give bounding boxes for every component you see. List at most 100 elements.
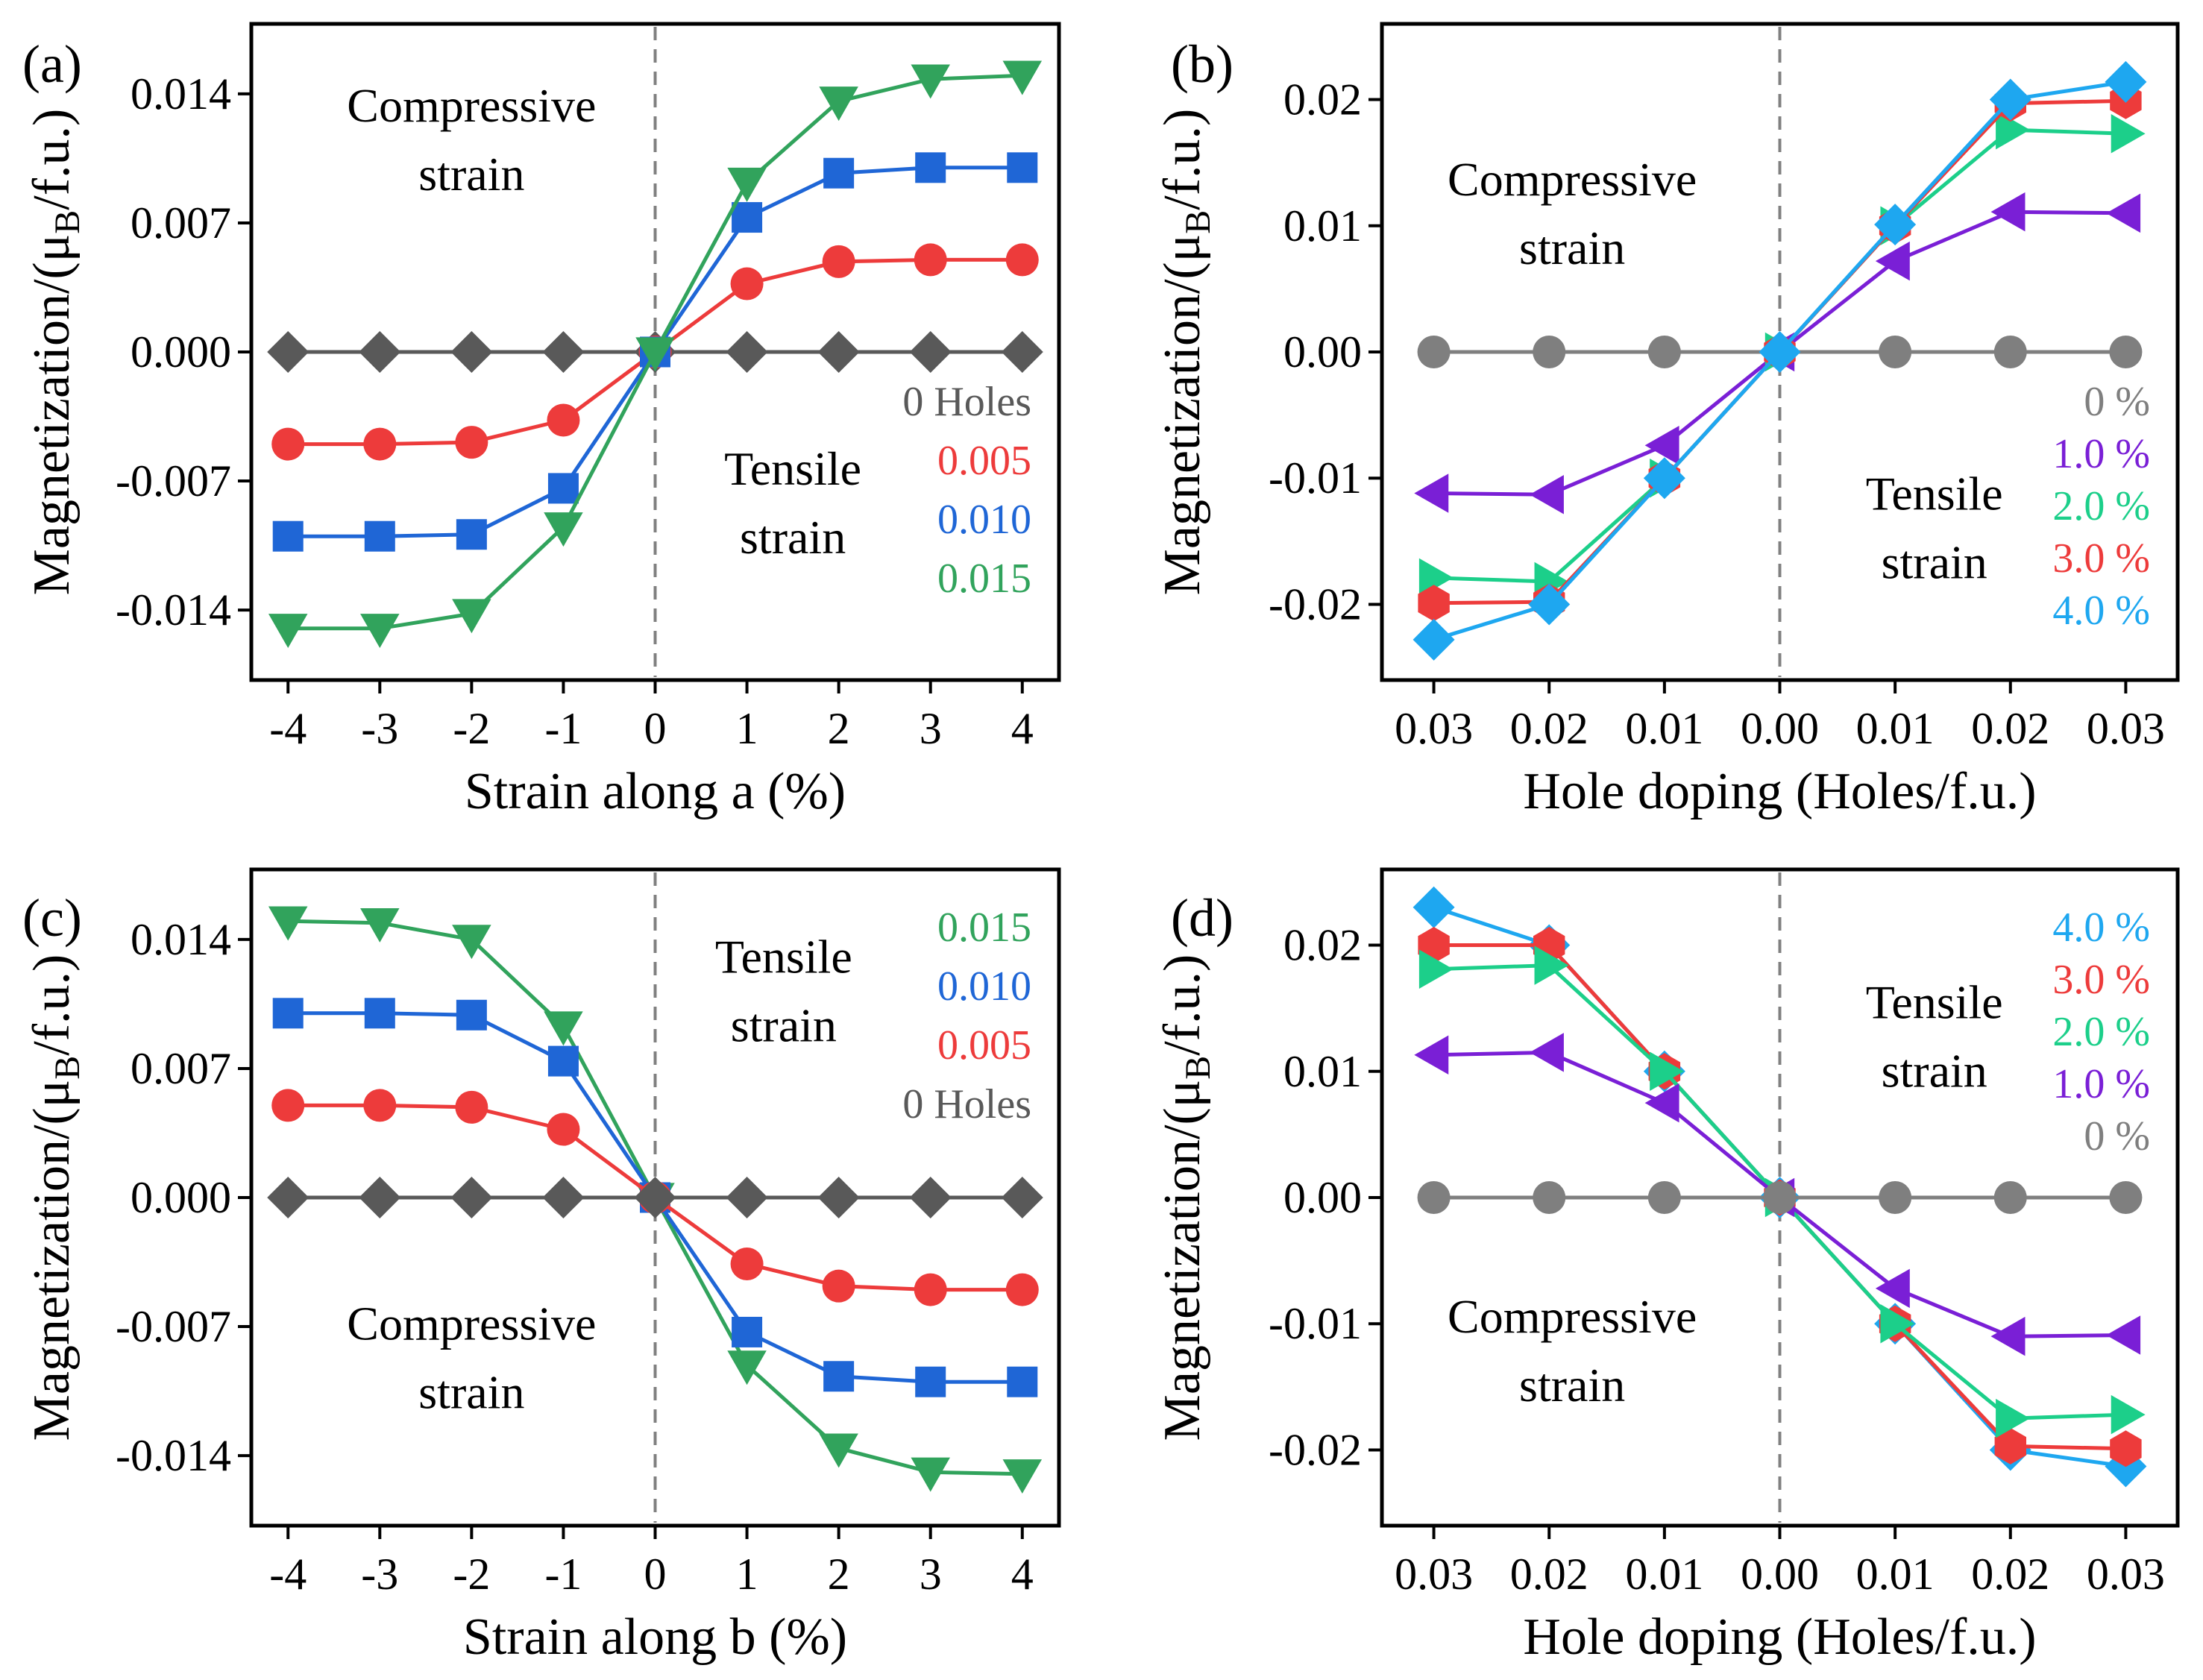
data-point xyxy=(272,998,304,1029)
legend-entry: 0.015 xyxy=(937,905,1031,951)
y-axis-label: Magnetization/(μB/f.u.) xyxy=(1154,109,1218,596)
x-tick-label: -1 xyxy=(544,1550,582,1599)
annotation-text: Compressive xyxy=(347,1297,596,1350)
data-point xyxy=(1533,336,1566,368)
data-point xyxy=(547,1113,580,1146)
data-point xyxy=(822,1269,855,1303)
data-point xyxy=(915,152,946,183)
panel-label: (b) xyxy=(1171,34,1234,94)
x-tick-label: -2 xyxy=(453,1550,490,1599)
annotation-text: Compressive xyxy=(1448,153,1697,206)
data-point xyxy=(2105,60,2147,103)
data-point xyxy=(1417,336,1451,368)
data-point xyxy=(547,473,579,504)
data-point xyxy=(267,1177,309,1218)
data-point xyxy=(1418,585,1450,622)
data-point xyxy=(271,1089,305,1122)
x-axis-label: Strain along a (%) xyxy=(465,763,846,820)
data-point xyxy=(1533,1181,1566,1214)
y-tick-label: 0.000 xyxy=(131,1173,231,1222)
data-point xyxy=(268,906,308,941)
annotation-text: strain xyxy=(1882,1045,1987,1098)
legend-entry: 0 Holes xyxy=(902,379,1031,425)
data-point xyxy=(1002,60,1043,95)
annotation-text: strain xyxy=(1519,1359,1625,1412)
legend-entry: 0 % xyxy=(2084,1113,2150,1160)
panel-b: (b) 0.03 0.02 0.01 0.00 0.01 0.02 0.03 -0.02 -0.0… xyxy=(1154,22,2180,820)
plot-frame xyxy=(249,22,1061,682)
y-axis-label-tail: /f.u.) xyxy=(1154,954,1211,1056)
data-point xyxy=(819,1433,858,1468)
data-point xyxy=(915,1366,946,1397)
y-axis-label-sub: B xyxy=(1178,1056,1218,1080)
data-point xyxy=(1875,241,1910,281)
annotation-text: Compressive xyxy=(1448,1290,1697,1343)
x-tick-label: 0.00 xyxy=(1741,704,1819,753)
y-tick-label: -0.014 xyxy=(116,585,231,635)
data-point xyxy=(1644,425,1679,465)
data-point xyxy=(547,1045,579,1077)
data-point xyxy=(456,999,487,1031)
data-point xyxy=(360,614,400,649)
data-point xyxy=(634,1177,676,1218)
x-tick-label: 4 xyxy=(1011,704,1034,753)
legend-entry: 0.005 xyxy=(937,1022,1031,1069)
x-tick-label: 0 xyxy=(644,1550,667,1599)
legend-entry: 2.0 % xyxy=(2052,1009,2150,1055)
data-point xyxy=(364,998,395,1029)
data-point xyxy=(1880,1303,1915,1344)
data-point xyxy=(732,202,763,233)
panel-label: (d) xyxy=(1171,888,1234,948)
y-tick-label: 0.00 xyxy=(1283,1173,1362,1222)
data-point xyxy=(909,331,952,373)
data-point xyxy=(1002,1459,1043,1494)
data-point xyxy=(1417,1181,1451,1214)
legend-entry: 1.0 % xyxy=(2052,1061,2150,1107)
y-tick-label: -0.014 xyxy=(116,1431,231,1480)
data-point xyxy=(823,157,855,189)
data-point xyxy=(271,427,305,461)
y-tick-label: 0.007 xyxy=(131,1044,231,1093)
data-point xyxy=(1996,1398,2031,1438)
data-point xyxy=(727,1350,767,1385)
data-point xyxy=(450,331,493,373)
data-point xyxy=(1418,558,1454,598)
x-tick-label: 0.01 xyxy=(1625,1550,1703,1599)
x-tick-label: 3 xyxy=(920,1550,942,1599)
annotation-text: strain xyxy=(418,148,524,201)
data-point xyxy=(732,1316,763,1347)
legend-entry: 0.010 xyxy=(937,963,1031,1010)
legend-entry: 3.0 % xyxy=(2052,957,2150,1003)
data-point xyxy=(914,1273,947,1306)
series-3 xyxy=(267,1177,1043,1218)
y-tick-label: -0.01 xyxy=(1269,453,1362,503)
data-point xyxy=(542,1177,585,1218)
x-tick-label: 0.02 xyxy=(1510,704,1588,753)
x-tick-label: 1 xyxy=(736,704,758,753)
plot-frame xyxy=(1380,867,2180,1528)
data-point xyxy=(547,403,580,437)
y-axis-label-main: Magnetization/(μ xyxy=(23,1080,81,1441)
data-point xyxy=(730,1247,764,1280)
data-point xyxy=(911,64,950,99)
data-point xyxy=(452,599,491,634)
data-point xyxy=(1007,1366,1038,1397)
x-tick-label: -2 xyxy=(453,704,490,753)
x-tick-label: -4 xyxy=(269,704,307,753)
y-axis-label-tail: /f.u.) xyxy=(23,954,81,1056)
x-tick-label: 0.03 xyxy=(2087,1550,2165,1599)
annotation-text: strain xyxy=(731,998,837,1051)
x-tick-label: 3 xyxy=(920,704,942,753)
x-tick-label: 0.03 xyxy=(2087,704,2165,753)
panel-c: (c) -4 -3 -2 -1 0 1 2 3 4 -0.014 -0.007 0.000 0.007 0.… xyxy=(22,867,1061,1666)
data-point xyxy=(1993,1181,2027,1214)
legend-entry: 1.0 % xyxy=(2052,431,2150,477)
x-axis-label: Hole doping (Holes/f.u.) xyxy=(1523,1608,2036,1666)
data-point xyxy=(914,243,947,277)
data-point xyxy=(635,337,675,372)
data-point xyxy=(359,1177,401,1218)
legend-entry: 0 % xyxy=(2084,379,2150,425)
data-point xyxy=(1993,336,2027,368)
y-axis-label-main: Magnetization/(μ xyxy=(1154,234,1211,596)
data-point xyxy=(1990,192,2026,232)
